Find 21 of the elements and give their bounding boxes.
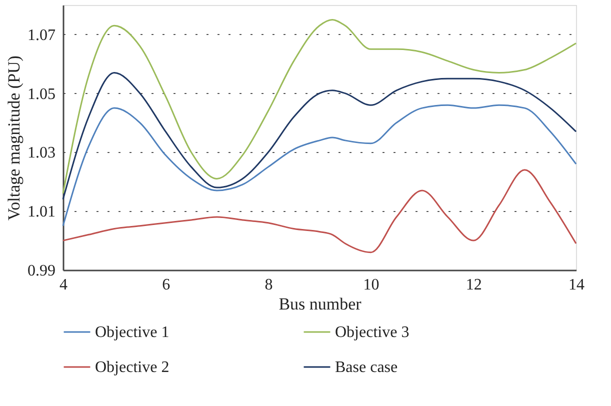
y-tick-label: 1.05: [28, 86, 56, 103]
y-tick-label: 1.01: [28, 204, 56, 221]
x-tick-label: 10: [363, 276, 380, 294]
y-tick-label: 1.03: [28, 144, 56, 162]
line-series: [62, 18, 577, 194]
x-tick-label: 14: [568, 276, 584, 294]
y-tick-label: 1.07: [28, 26, 56, 44]
x-tick-label: 8: [264, 276, 273, 294]
legend-label: Objective 1: [95, 324, 170, 341]
line-series: [62, 169, 577, 254]
line-series: [62, 72, 577, 200]
legend-label: Base case: [335, 359, 398, 376]
legend-label: Objective 2: [95, 359, 170, 376]
y-axis-title: Voltage magnitude (PU): [4, 56, 24, 220]
x-tick-label: 4: [60, 276, 68, 294]
x-axis-title: Bus number: [278, 294, 362, 314]
x-tick-label: 12: [466, 276, 482, 294]
y-tick-label: 0.99: [28, 262, 56, 280]
line-series: [62, 104, 577, 227]
x-tick-label: 6: [162, 276, 170, 294]
legend-label: Objective 3: [335, 324, 410, 341]
